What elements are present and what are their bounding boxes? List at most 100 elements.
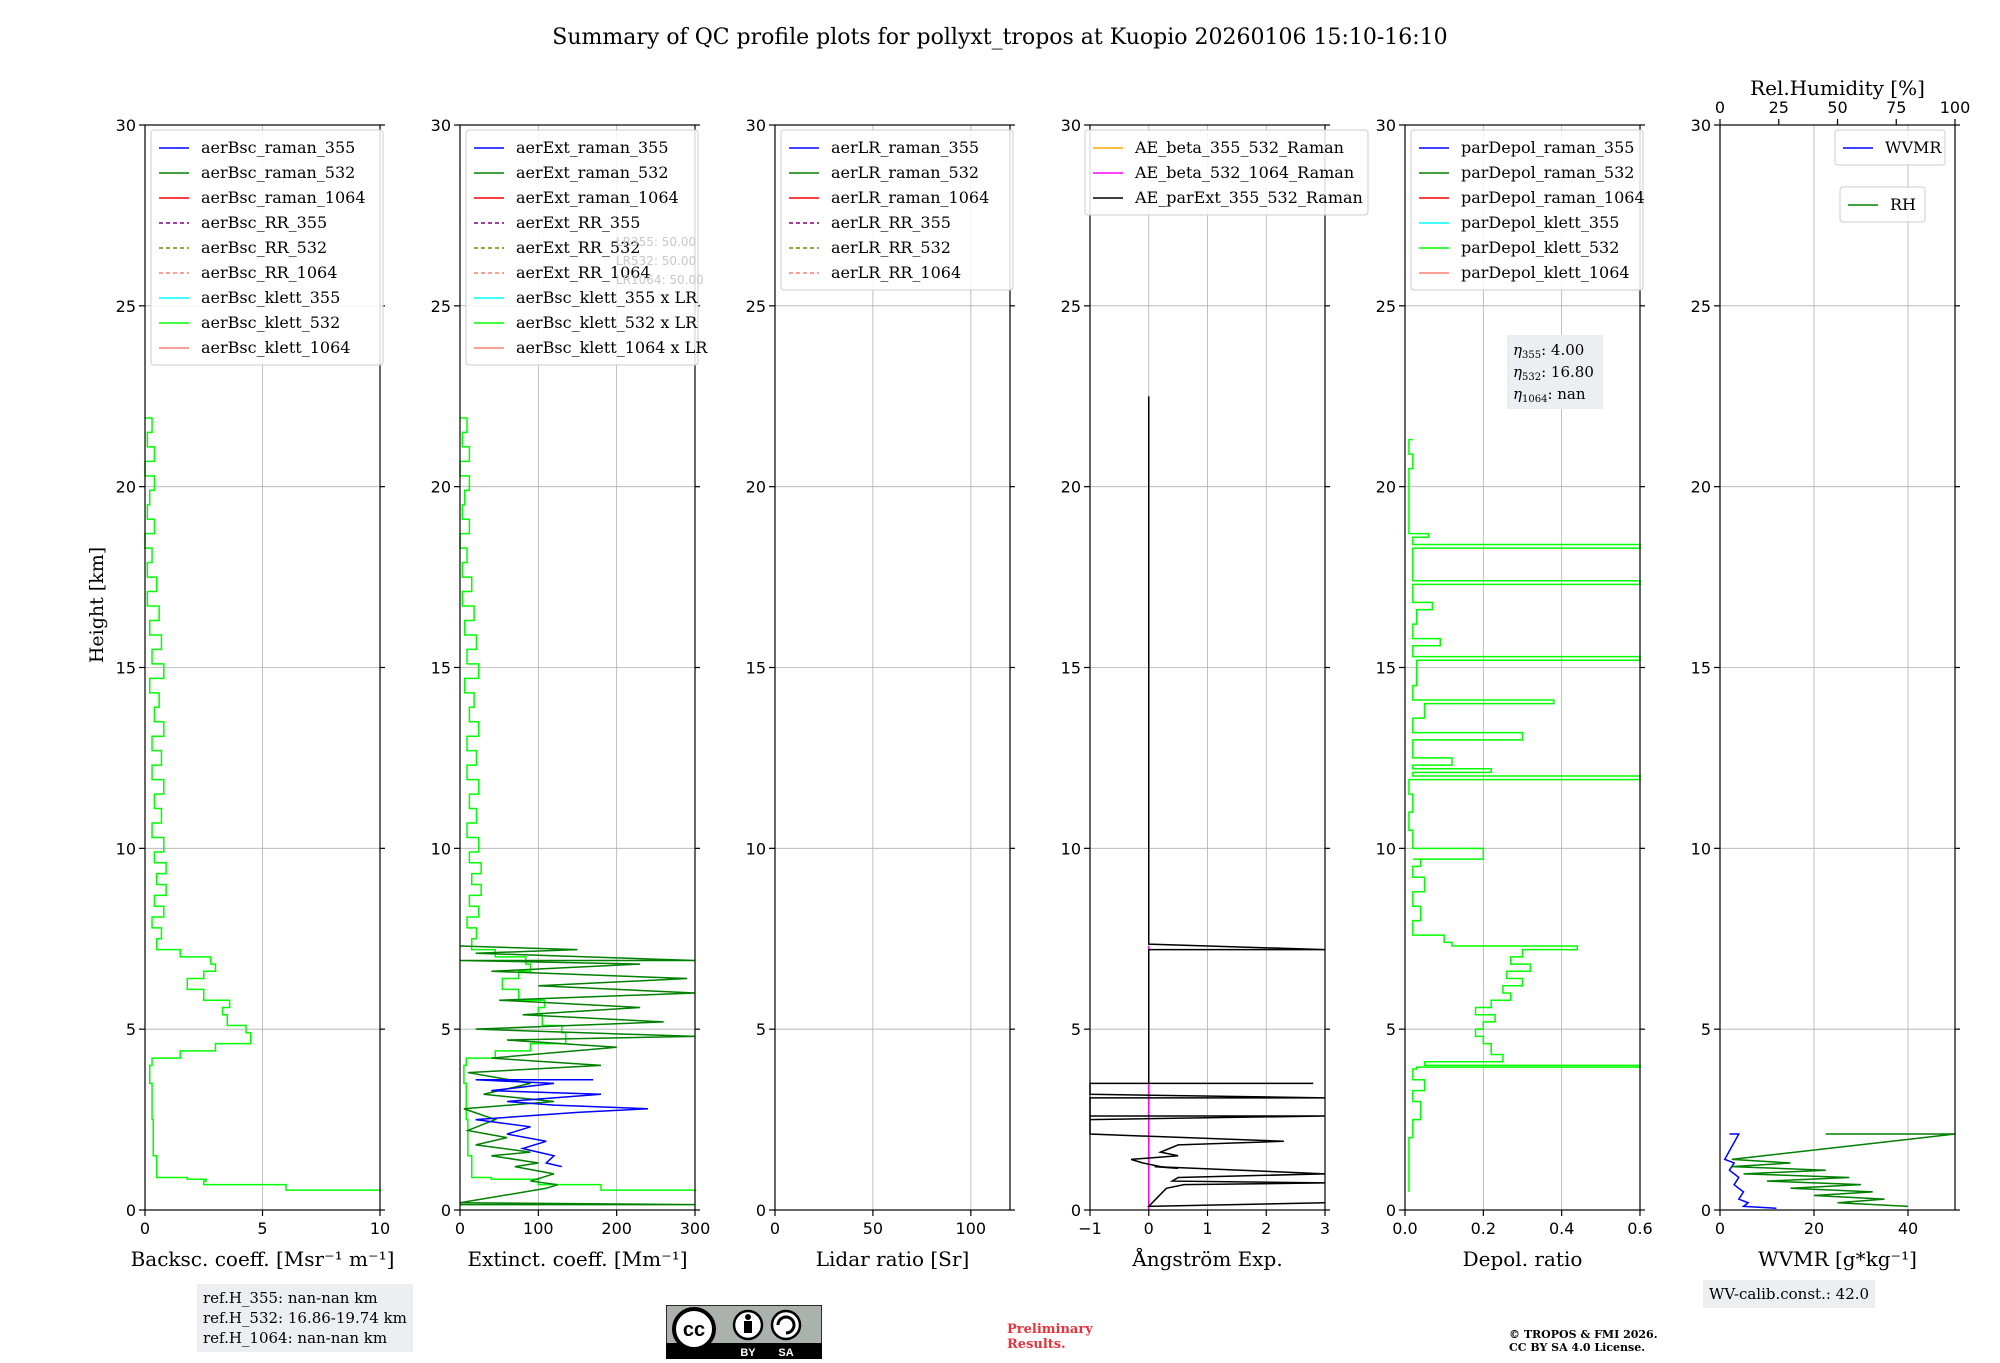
y-tick-label: 10 xyxy=(431,839,451,858)
reference-height-box: ref.H_355: nan-nan km ref.H_532: 16.86-1… xyxy=(197,1284,413,1352)
figure-title: Summary of QC profile plots for pollyxt_… xyxy=(552,25,1447,50)
x-tick-label: −1 xyxy=(1078,1219,1102,1238)
legend-entry: WVMR xyxy=(1885,138,1942,157)
y-tick-label: 20 xyxy=(431,478,451,497)
x-tick-label: 300 xyxy=(680,1219,711,1238)
y-tick-label: 15 xyxy=(1061,659,1081,678)
legend-entry: aerBsc_klett_532 xyxy=(201,313,340,332)
y-tick-label: 30 xyxy=(431,116,451,135)
y-tick-label: 0 xyxy=(1386,1201,1396,1220)
top-x-tick-label: 0 xyxy=(1715,98,1725,117)
y-tick-label: 10 xyxy=(1061,839,1081,858)
x-tick-label: 0.6 xyxy=(1627,1219,1652,1238)
series-AE_parExt_355_532_Raman xyxy=(1089,396,1326,1208)
cc-by-sa-badge: cc BY SA xyxy=(665,1304,823,1363)
eta-value: η1064: nan xyxy=(1513,385,1586,405)
legend-entry: parDepol_raman_532 xyxy=(1461,163,1634,182)
legend-entry: parDepol_raman_1064 xyxy=(1461,188,1645,207)
y-tick-label: 20 xyxy=(1376,478,1396,497)
legend-entry: aerExt_RR_355 xyxy=(516,213,640,232)
wv-calibration-box: WV-calib.const.: 42.0 xyxy=(1703,1280,1876,1308)
x-tick-label: 100 xyxy=(523,1219,554,1238)
wv-calibration-text: WV-calib.const.: 42.0 xyxy=(1709,1285,1870,1303)
x-tick-label: 20 xyxy=(1804,1219,1824,1238)
series-WVMR xyxy=(1723,1133,1777,1209)
legend-entry: aerBsc_raman_355 xyxy=(201,138,355,157)
series-aerBsc_klett_532 xyxy=(144,417,381,1192)
y-tick-label: 5 xyxy=(126,1020,136,1039)
legend-entry: aerExt_raman_355 xyxy=(516,138,669,157)
y-tick-label: 10 xyxy=(116,839,136,858)
series-parDepol_klett_532 xyxy=(1408,438,1641,1192)
legend-entry: aerLR_raman_532 xyxy=(831,163,979,182)
y-tick-label: 20 xyxy=(1061,478,1081,497)
x-tick-label: 0 xyxy=(140,1219,150,1238)
copyright-note: © TROPOS & FMI 2026. CC BY SA 4.0 Licens… xyxy=(1509,1328,1658,1354)
y-tick-label: 0 xyxy=(126,1201,136,1220)
legend: RH xyxy=(1839,186,1926,223)
x-axis-label: Ångström Exp. xyxy=(1131,1246,1282,1271)
x-tick-label: 40 xyxy=(1898,1219,1918,1238)
y-axis-label: Height [km] xyxy=(86,547,108,663)
x-tick-label: 2 xyxy=(1261,1219,1271,1238)
legend-entry: AE_beta_355_532_Raman xyxy=(1134,138,1344,157)
legend-entry: aerBsc_raman_1064 xyxy=(201,188,366,207)
legend-entry: parDepol_raman_355 xyxy=(1461,138,1634,157)
y-tick-label: 0 xyxy=(1701,1201,1711,1220)
legend-entry: AE_beta_532_1064_Raman xyxy=(1134,163,1354,182)
panel-bsc: 0 5 10 0 5 10 15 20 25 30 Backsc. coeff. [Msr⁻¹ m⁻… xyxy=(116,116,395,1271)
y-tick-label: 5 xyxy=(441,1020,451,1039)
legend-entry: aerLR_raman_355 xyxy=(831,138,979,157)
by-text: BY xyxy=(740,1347,756,1359)
y-tick-label: 20 xyxy=(746,478,766,497)
y-tick-label: 20 xyxy=(1691,478,1711,497)
legend-entry: aerBsc_raman_532 xyxy=(201,163,355,182)
legend: parDepol_raman_355 parDepol_raman_532 parD… xyxy=(1410,129,1645,291)
x-tick-label: 0 xyxy=(1715,1219,1725,1238)
lidar-ratio-note: LR1064: 50.00 xyxy=(616,273,704,287)
x-axis-label: Lidar ratio [Sr] xyxy=(816,1247,970,1271)
legend: aerBsc_raman_355 aerBsc_raman_532 aerBsc_r… xyxy=(150,129,384,366)
legend-entry: aerBsc_RR_532 xyxy=(201,238,327,257)
legend-entry: aerExt_RR_532 xyxy=(516,238,640,257)
legend-entry: aerExt_RR_1064 xyxy=(516,263,651,282)
preliminary-note: Preliminary Results. xyxy=(1007,1322,1093,1352)
x-tick-label: 50 xyxy=(863,1219,883,1238)
legend-entry: aerLR_RR_532 xyxy=(831,238,951,257)
legend-entry: aerBsc_klett_532 x LR xyxy=(516,313,698,332)
y-tick-label: 25 xyxy=(116,297,136,316)
ref-height-1064: ref.H_1064: nan-nan km xyxy=(203,1329,388,1347)
y-tick-label: 30 xyxy=(1376,116,1396,135)
top-x-tick-label: 75 xyxy=(1886,98,1906,117)
y-tick-label: 15 xyxy=(431,659,451,678)
series-RH xyxy=(1731,1133,1956,1208)
legend-entry: aerBsc_klett_355 x LR xyxy=(516,288,698,307)
y-tick-label: 5 xyxy=(756,1020,766,1039)
legend-entry: aerLR_RR_1064 xyxy=(831,263,961,282)
eta-box xyxy=(1507,335,1603,409)
x-tick-label: 0 xyxy=(455,1219,465,1238)
y-tick-label: 30 xyxy=(1061,116,1081,135)
legend-entry: aerLR_RR_355 xyxy=(831,213,951,232)
x-tick-label: 1 xyxy=(1202,1219,1212,1238)
top-x-axis-label: Rel.Humidity [%] xyxy=(1750,76,1925,100)
cc-icon xyxy=(672,1307,716,1351)
legend: AE_beta_355_532_Raman AE_beta_532_1064_Ra… xyxy=(1084,129,1369,216)
y-tick-label: 10 xyxy=(1376,839,1396,858)
legend-entry: aerBsc_klett_1064 x LR xyxy=(516,338,708,357)
y-tick-label: 15 xyxy=(116,659,136,678)
y-tick-label: 25 xyxy=(746,297,766,316)
top-x-tick-label: 25 xyxy=(1769,98,1789,117)
legend-entry: aerLR_raman_1064 xyxy=(831,188,989,207)
lidar-ratio-note: LR532: 50.00 xyxy=(616,254,696,268)
panel-lr: 0 50 100 0 5 10 15 20 25 30 Lidar ratio [Sr] aerLR_… xyxy=(746,116,1015,1271)
x-tick-label: 0 xyxy=(1144,1219,1154,1238)
y-tick-label: 15 xyxy=(746,659,766,678)
y-tick-label: 0 xyxy=(441,1201,451,1220)
y-tick-label: 25 xyxy=(431,297,451,316)
x-tick-label: 0.4 xyxy=(1549,1219,1574,1238)
x-tick-label: 0 xyxy=(770,1219,780,1238)
y-tick-label: 25 xyxy=(1061,297,1081,316)
